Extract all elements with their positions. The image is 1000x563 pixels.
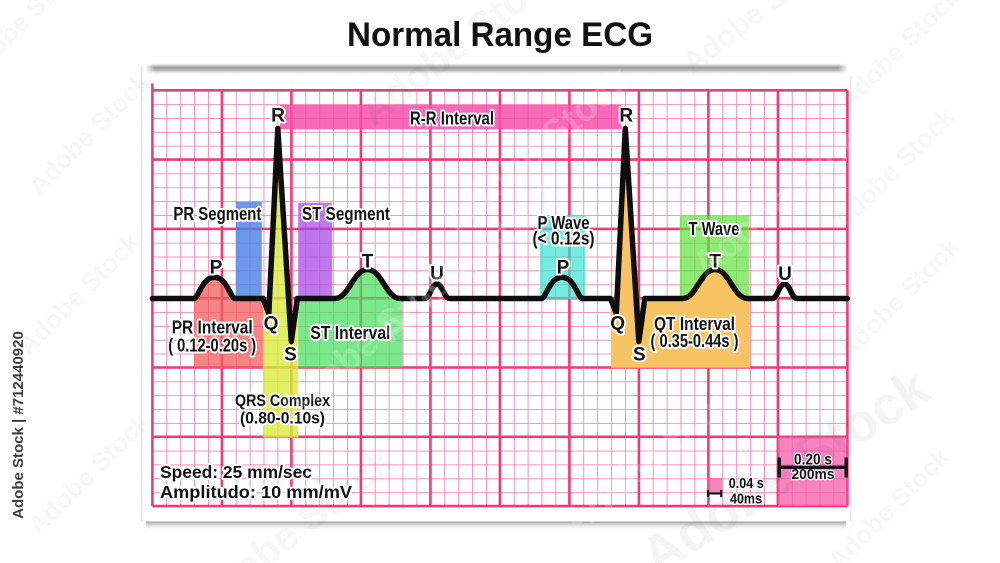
svg-text:Amplitudo: 10 mm/mV: Amplitudo: 10 mm/mV	[160, 482, 352, 502]
svg-text:40ms: 40ms	[730, 491, 762, 508]
svg-text:T: T	[362, 251, 374, 272]
svg-text:Adobe Stock: Adobe Stock	[12, 226, 146, 360]
svg-text:R: R	[619, 105, 633, 126]
svg-text:Q: Q	[610, 314, 625, 335]
svg-text:QT Interval: QT Interval	[654, 314, 735, 334]
svg-text:S: S	[633, 344, 646, 365]
svg-text:(0.80-0.10s): (0.80-0.10s)	[240, 408, 325, 427]
svg-text:ST Interval: ST Interval	[310, 323, 390, 343]
svg-text:P: P	[210, 257, 223, 278]
svg-text:Q: Q	[264, 314, 279, 335]
svg-text:( 0.35-0.44s ): ( 0.35-0.44s )	[651, 331, 739, 351]
svg-text:(< 0.12s): (< 0.12s)	[533, 228, 595, 248]
svg-text:200ms: 200ms	[792, 466, 835, 483]
svg-text:Adobe Stock | #712440920: Adobe Stock | #712440920	[10, 331, 27, 519]
svg-text:Adobe Stock: Adobe Stock	[0, 0, 91, 85]
svg-text:Normal Range ECG: Normal Range ECG	[347, 16, 653, 54]
svg-text:P: P	[557, 257, 570, 278]
svg-text:( 0.12-0.20s ): ( 0.12-0.20s )	[168, 336, 256, 356]
svg-text:0.20 s: 0.20 s	[794, 451, 832, 468]
svg-text:P Wave: P Wave	[538, 213, 590, 233]
svg-text:PR Interval: PR Interval	[172, 317, 253, 337]
svg-text:Adobe Stock: Adobe Stock	[22, 66, 156, 200]
svg-text:R: R	[271, 105, 285, 126]
svg-text:T: T	[709, 251, 721, 272]
svg-text:S: S	[284, 344, 297, 365]
svg-text:Adobe Stock: Adobe Stock	[832, 231, 966, 365]
svg-text:Adobe Stock: Adobe Stock	[22, 406, 156, 540]
svg-text:U: U	[778, 264, 792, 285]
svg-text:QRS Complex: QRS Complex	[235, 391, 330, 410]
svg-text:ST Segment: ST Segment	[302, 204, 390, 224]
svg-text:PR Segment: PR Segment	[173, 204, 261, 224]
svg-text:T Wave: T Wave	[689, 219, 740, 239]
svg-text:0.04 s: 0.04 s	[729, 475, 764, 492]
svg-text:Speed: 25 mm/sec: Speed: 25 mm/sec	[160, 462, 312, 482]
svg-text:Adobe Stock: Adobe Stock	[832, 0, 966, 115]
svg-text:R-R Interval: R-R Interval	[410, 107, 494, 128]
svg-text:U: U	[430, 264, 444, 285]
